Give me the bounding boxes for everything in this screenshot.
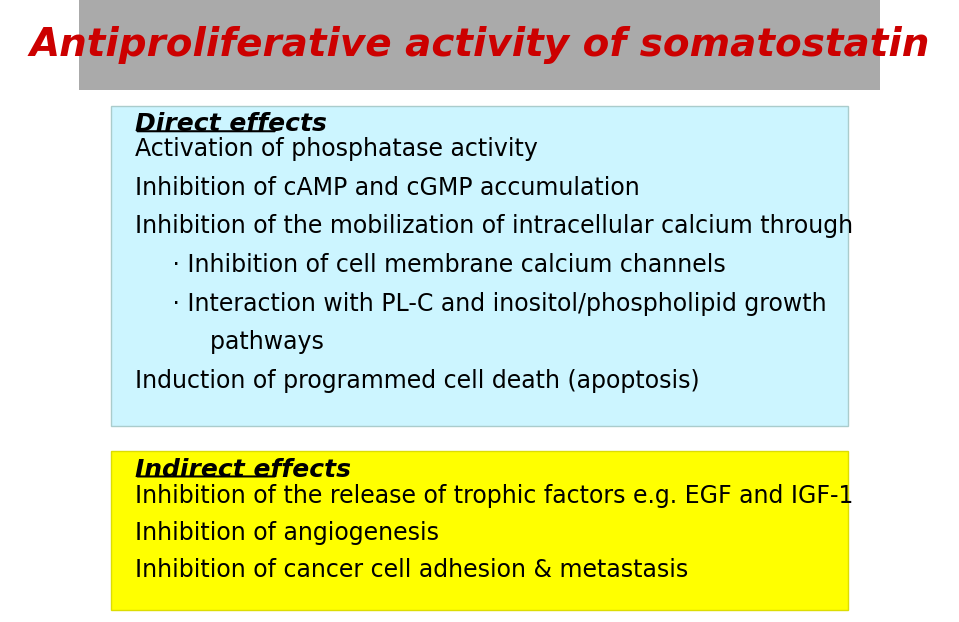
Text: Antiproliferative activity of somatostatin: Antiproliferative activity of somatostat…	[30, 26, 929, 64]
Text: Induction of programmed cell death (apoptosis): Induction of programmed cell death (apop…	[134, 369, 699, 392]
Text: · Interaction with PL-C and inositol/phospholipid growth: · Interaction with PL-C and inositol/pho…	[134, 292, 827, 315]
FancyBboxPatch shape	[110, 106, 849, 426]
Text: Indirect effects: Indirect effects	[134, 458, 351, 481]
FancyBboxPatch shape	[110, 451, 849, 610]
Text: Direct effects: Direct effects	[134, 113, 327, 136]
Text: Inhibition of the mobilization of intracellular calcium through: Inhibition of the mobilization of intrac…	[134, 215, 853, 238]
Text: pathways: pathways	[134, 330, 323, 354]
Text: Inhibition of the release of trophic factors e.g. EGF and IGF-1: Inhibition of the release of trophic fac…	[134, 484, 854, 508]
Text: Inhibition of cancer cell adhesion & metastasis: Inhibition of cancer cell adhesion & met…	[134, 559, 688, 582]
Text: Inhibition of angiogenesis: Inhibition of angiogenesis	[134, 521, 438, 545]
Text: Inhibition of cAMP and cGMP accumulation: Inhibition of cAMP and cGMP accumulation	[134, 176, 640, 200]
FancyBboxPatch shape	[79, 0, 880, 90]
Text: Activation of phosphatase activity: Activation of phosphatase activity	[134, 137, 538, 161]
Text: · Inhibition of cell membrane calcium channels: · Inhibition of cell membrane calcium ch…	[134, 253, 725, 277]
